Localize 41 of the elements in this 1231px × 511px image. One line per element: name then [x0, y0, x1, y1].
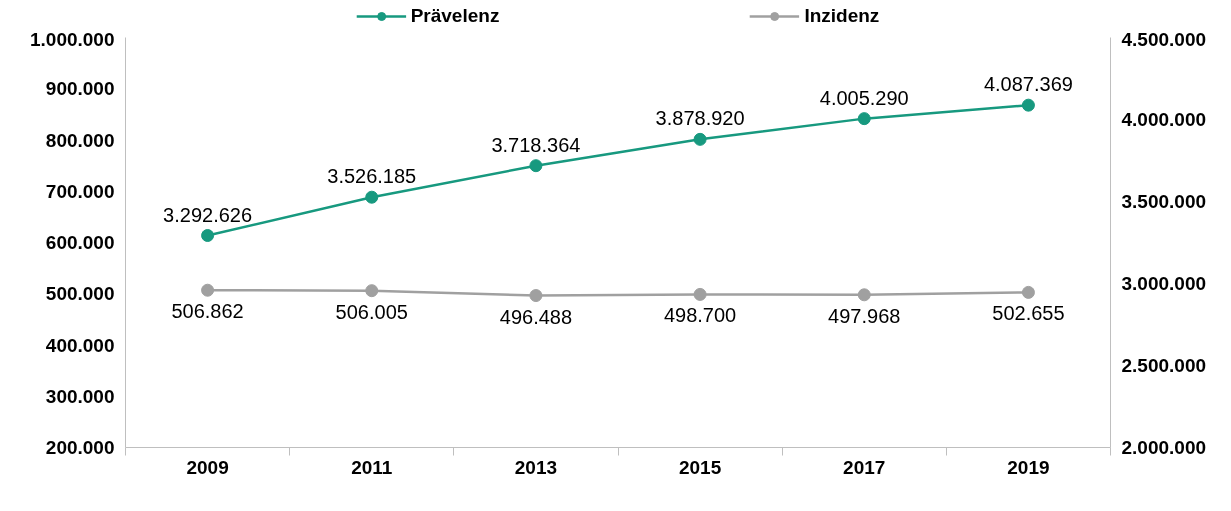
data-label: 3.292.626 — [163, 203, 253, 226]
data-label: 4.087.369 — [983, 73, 1073, 96]
y2-tick-label: 3.500.000 — [1121, 191, 1207, 212]
data-label: 498.700 — [663, 304, 737, 327]
y2-tick-label: 4.500.000 — [1121, 28, 1207, 50]
x-tick-label: 2015 — [678, 456, 722, 478]
y-tick-label: 1.000.000 — [29, 28, 115, 50]
x-tick-label: 2011 — [351, 456, 393, 478]
y-tick-label: 800.000 — [45, 129, 115, 151]
data-label: 506.005 — [335, 300, 408, 323]
data-label: 502.655 — [992, 302, 1065, 325]
legend-label: Inzidenz — [804, 5, 880, 27]
y2-tick-label: 2.000.000 — [1121, 437, 1207, 458]
x-tick-label: 2019 — [1007, 456, 1050, 478]
y2-tick-label: 4.000.000 — [1121, 109, 1207, 130]
data-label: 4.005.290 — [819, 86, 909, 109]
x-tick-label: 2017 — [843, 456, 886, 478]
data-label: 497.968 — [828, 304, 901, 327]
data-label: 506.862 — [171, 300, 244, 323]
point — [365, 190, 379, 204]
y-tick-label: 300.000 — [45, 385, 115, 407]
point — [1021, 98, 1035, 112]
point — [201, 229, 215, 242]
y2-tick-label: 3.000.000 — [1121, 273, 1207, 294]
point — [529, 159, 543, 173]
y-tick-label: 700.000 — [45, 180, 115, 202]
y2-tick-label: 2.500.000 — [1121, 355, 1207, 376]
data-label: 496.488 — [499, 305, 573, 328]
y-tick-label: 400.000 — [45, 334, 115, 356]
point — [857, 112, 871, 126]
y-tick-label: 500.000 — [45, 283, 115, 305]
y-tick-label: 900.000 — [45, 78, 115, 100]
x-tick-label: 2009 — [186, 456, 229, 478]
point — [693, 132, 707, 146]
x-tick-label: 2013 — [514, 456, 558, 478]
legend-label: Prävelenz — [410, 5, 500, 27]
y-tick-label: 200.000 — [45, 437, 115, 458]
data-label: 3.718.364 — [491, 133, 581, 156]
data-label: 3.878.920 — [655, 107, 745, 130]
y-tick-label: 600.000 — [45, 232, 115, 253]
data-label: 3.526.185 — [327, 165, 417, 188]
